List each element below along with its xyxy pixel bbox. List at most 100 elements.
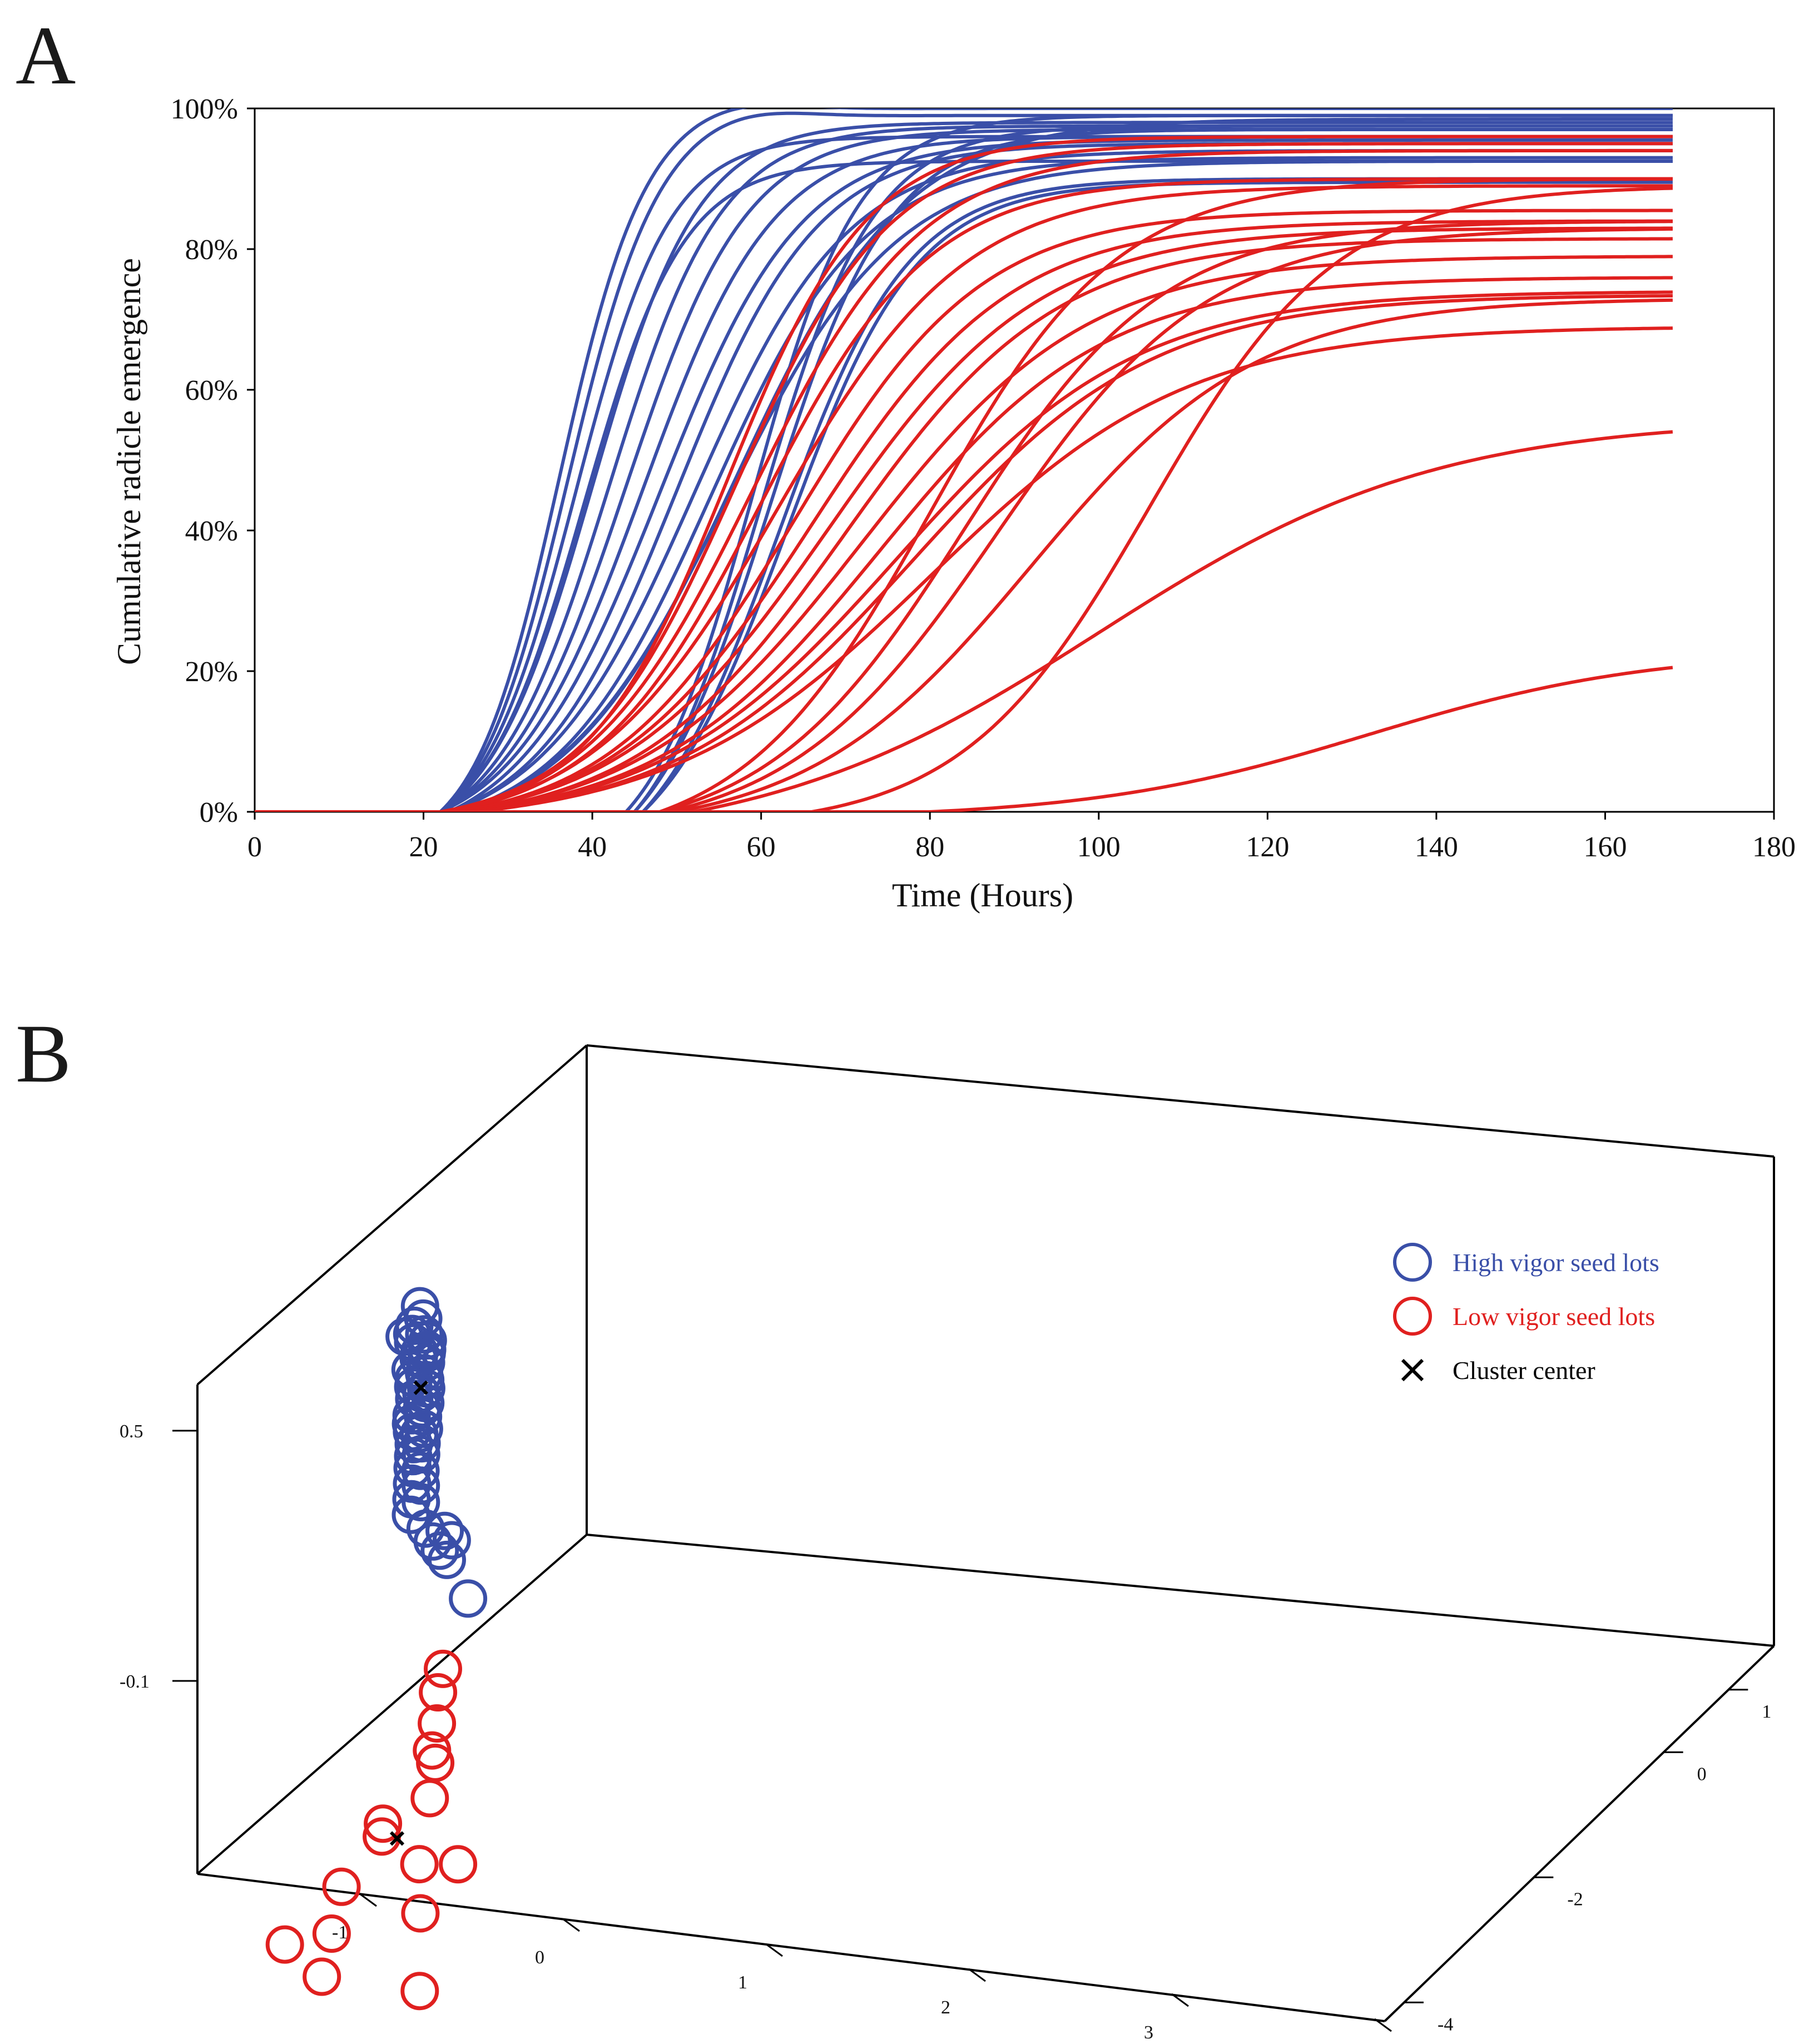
- cluster-centers: [389, 1380, 428, 1846]
- high-vigor-point-30: [404, 1410, 443, 1448]
- low-vigor-curve-16: [255, 220, 1673, 812]
- box-edge-left-floor: [196, 1534, 588, 1875]
- x3d-tick-mark: [968, 1968, 986, 1982]
- legend-low-label: Low vigor seed lots: [1453, 1302, 1655, 1331]
- x-tick-label: 0: [247, 831, 262, 863]
- y3d-tick-label: -2: [1567, 1889, 1583, 1909]
- high-vigor-curve-10: [255, 142, 1673, 812]
- low-vigor-point-12: [401, 1894, 440, 1933]
- y-tick-label: 0%: [200, 797, 238, 828]
- high-vigor-curve-9: [255, 138, 1673, 812]
- y-axis-ticks: 0% 20% 40% 60% 80% 100%: [171, 93, 255, 828]
- high-vigor-point-43: [425, 1511, 464, 1550]
- low-vigor-curve-21: [255, 666, 1673, 812]
- y-axis-title: Cumulative radicle emergence: [111, 258, 147, 665]
- low-vigor-curve-15: [255, 177, 1673, 812]
- low-vigor-point-6: [364, 1804, 403, 1843]
- cluster-center-2: [389, 1831, 405, 1846]
- cluster-center-1: [413, 1380, 428, 1395]
- high-vigor-curve-3: [255, 135, 1673, 812]
- low-vigor-point-8: [410, 1779, 449, 1818]
- low-vigor-curve-12: [255, 290, 1673, 812]
- low-vigor-curve-17: [255, 227, 1673, 812]
- high-vigor-point-22: [407, 1369, 445, 1408]
- y-tick-label: 20%: [185, 656, 238, 688]
- low-vigor-point-15: [400, 1972, 439, 2011]
- box-edge-back-top: [586, 1044, 1775, 1158]
- low-vigor-point-14: [265, 1925, 304, 1964]
- x3d-tick-mark: [1374, 2018, 1392, 2032]
- y3d-tick-label: 0: [1697, 1764, 1707, 1784]
- x-axis-title: Time (Hours): [892, 877, 1073, 914]
- x3d-tick-label: 1: [738, 1972, 747, 1993]
- low-vigor-curve-18: [255, 298, 1673, 812]
- panel-a-label: A: [16, 9, 76, 102]
- panel-b-label: B: [16, 1008, 71, 1100]
- legend-center-marker: [1401, 1358, 1424, 1382]
- low-vigor-curve-1: [255, 135, 1673, 812]
- low-vigor-curve-14: [255, 326, 1673, 812]
- low-vigor-curve-4: [255, 177, 1673, 812]
- high-vigor-point-46: [428, 1540, 466, 1579]
- x-tick-label: 100: [1077, 831, 1121, 863]
- x3d-tick-mark: [562, 1918, 580, 1932]
- high-vigor-point-44: [420, 1531, 459, 1570]
- x-tick-label: 140: [1415, 831, 1458, 863]
- high-vigor-point-7: [405, 1315, 444, 1354]
- low-vigor-curve-10: [255, 255, 1673, 812]
- high-vigor-point-39: [391, 1495, 430, 1534]
- low-vigor-curve-2: [255, 142, 1673, 812]
- low-vigor-curve-5: [255, 184, 1673, 812]
- legend-high-marker: [1393, 1243, 1432, 1282]
- low-vigor-point-10: [400, 1845, 439, 1884]
- x-tick-label: 120: [1246, 831, 1289, 863]
- high-vigor-curve-1: [255, 108, 1673, 812]
- x3d-tick-label: 0: [535, 1947, 544, 1968]
- line-chart: 0 20 40 60 80 100 120 140 160 180 0% 20% 40% 60% 80% 1…: [111, 93, 1796, 914]
- legend-center-label: Cluster center: [1453, 1356, 1595, 1385]
- legend-low-marker: [1393, 1297, 1432, 1336]
- x3d-tick-mark: [359, 1893, 377, 1907]
- low-vigor-curve-9: [255, 237, 1673, 812]
- high-vigor-curve-18: [255, 177, 1673, 812]
- legend: High vigor seed lots Low vigor seed lots…: [1393, 1243, 1659, 1385]
- x3d-tick-mark: [1171, 1993, 1189, 2007]
- high-vigor-curve-19: [255, 180, 1673, 812]
- legend-high-label: High vigor seed lots: [1453, 1248, 1659, 1277]
- box-edge-back-floor: [586, 1534, 1775, 1647]
- high-vigor-point-36: [401, 1451, 440, 1490]
- low-vigor-point-2: [419, 1673, 458, 1711]
- low-vigor-curve-19: [255, 430, 1673, 812]
- low-vigor-point-3: [418, 1704, 457, 1743]
- x-axis-line: [197, 1873, 1385, 2022]
- y-tick-label: 60%: [185, 375, 238, 406]
- curves-group: [255, 108, 1673, 812]
- scatter-3d-chart: -101234-4-201-0.10.5 High vigor seed lot…: [120, 1044, 1775, 2043]
- y-tick-label: 40%: [185, 515, 238, 547]
- y3d-tick-label: 1: [1762, 1701, 1771, 1722]
- x-tick-label: 60: [747, 831, 776, 863]
- x-tick-label: 40: [578, 831, 607, 863]
- high-vigor-point-34: [402, 1435, 440, 1474]
- high-vigor-point-40: [402, 1483, 440, 1521]
- high-vigor-point-32: [402, 1424, 441, 1463]
- low-vigor-point-16: [303, 1957, 341, 1996]
- x3d-tick-label: 2: [941, 1997, 950, 2018]
- high-vigor-curve-15: [255, 113, 1673, 812]
- high-vigor-curve-5: [255, 121, 1673, 812]
- low-vigor-point-5: [416, 1743, 455, 1782]
- low-vigor-curve-13: [255, 294, 1673, 812]
- y-tick-label: 80%: [185, 234, 238, 266]
- y-axis-line: [1384, 1645, 1775, 2022]
- low-vigor-curve-8: [255, 226, 1673, 812]
- high-vigor-curve-8: [255, 135, 1673, 812]
- low-vigor-point-7: [322, 1867, 361, 1906]
- low-vigor-curve-20: [255, 186, 1673, 812]
- box-edge-left-top: [196, 1044, 588, 1386]
- z3d-tick-label: -0.1: [120, 1671, 150, 1692]
- axis-ticks-3d: -101234-4-201-0.10.5: [120, 1421, 1771, 2043]
- low-vigor-point-13: [312, 1914, 351, 1953]
- low-vigor-point-1: [424, 1649, 462, 1688]
- axes-box: [196, 1044, 1775, 2022]
